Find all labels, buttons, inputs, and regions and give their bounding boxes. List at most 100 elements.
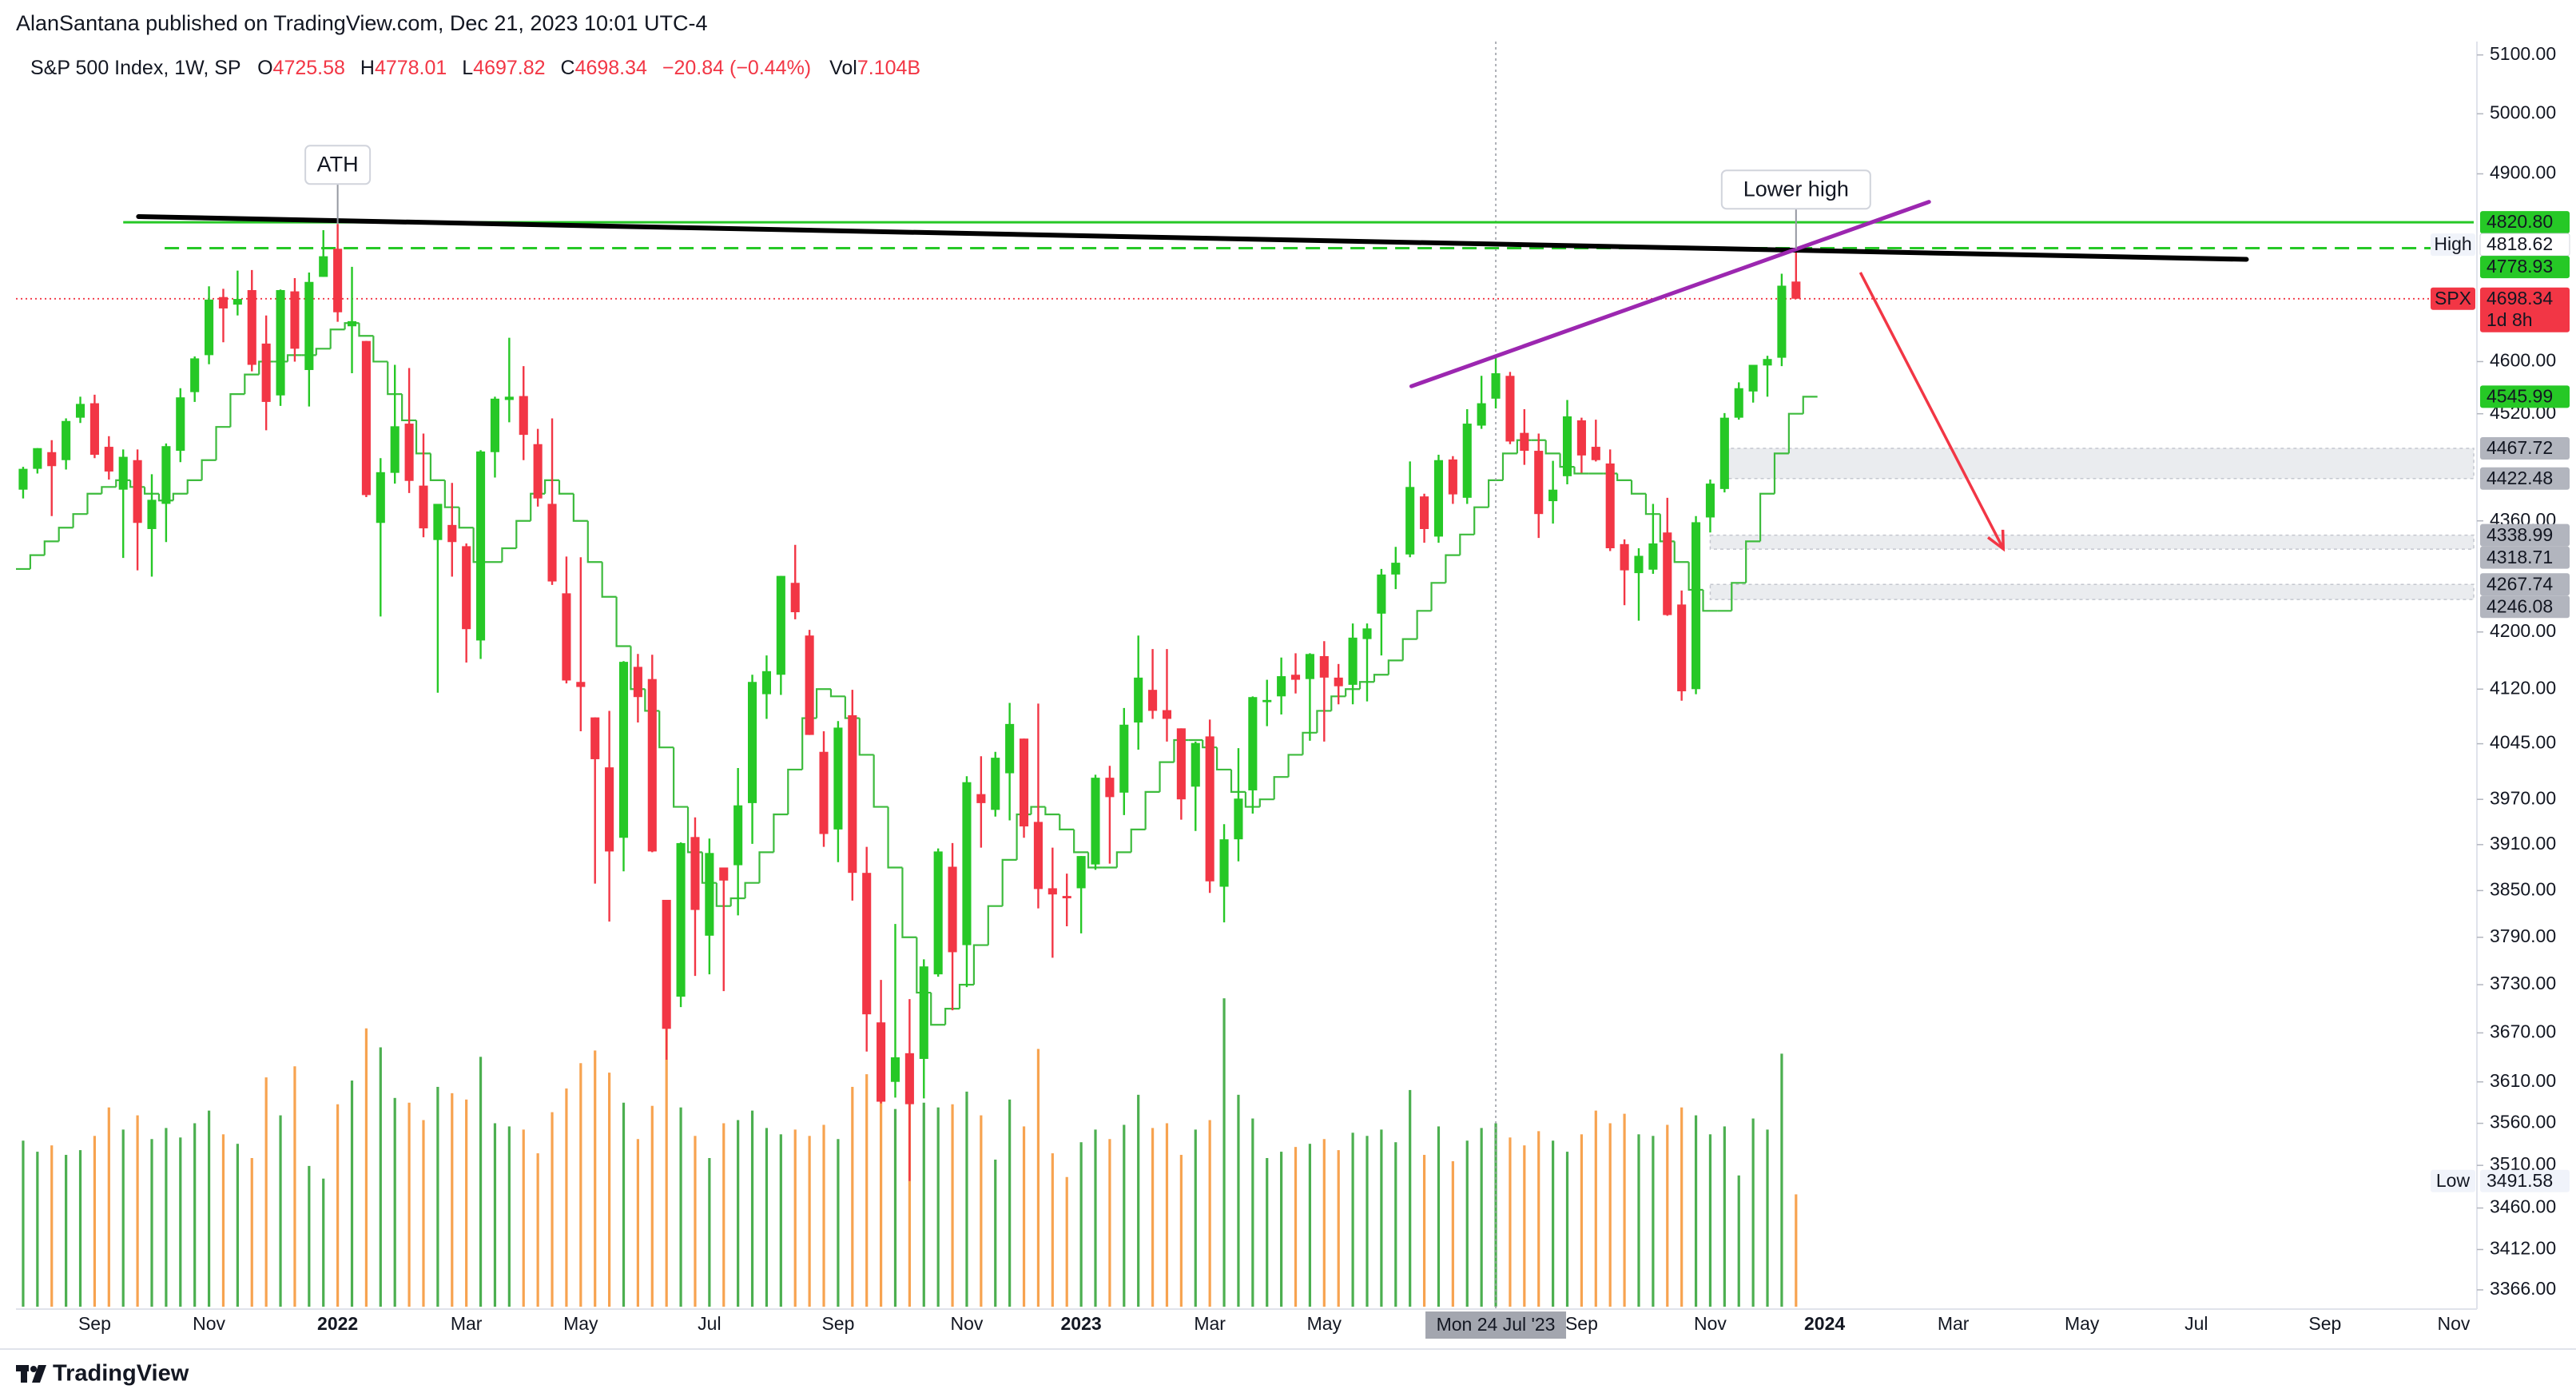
candle-body (1205, 736, 1214, 882)
volume-bar (1036, 1049, 1040, 1307)
indicator-step (1115, 851, 1131, 868)
zone (1709, 534, 2475, 550)
price-tag-note-box (2431, 233, 2475, 257)
candle-body (1148, 690, 1158, 711)
volume-bar (1322, 1139, 1326, 1307)
volume-bar (451, 1093, 454, 1307)
volume-bar (93, 1136, 97, 1307)
candle-body (62, 420, 71, 460)
price-tag (2480, 436, 2570, 460)
volume-bar (1222, 998, 1226, 1307)
price-tag-label: 4820.80 (2487, 211, 2553, 232)
volume-bar (551, 1112, 554, 1307)
y-tick-label: 3460.00 (2490, 1196, 2556, 1217)
indicator-step (1030, 806, 1046, 814)
price-tag (2480, 385, 2570, 408)
indicator-step (1001, 858, 1017, 906)
price-tag-note-box (2431, 287, 2475, 310)
volume-bar (1337, 1150, 1340, 1307)
volume-bar (1022, 1126, 1026, 1307)
indicator-step (443, 480, 459, 508)
indicator-step (515, 519, 531, 548)
volume-bar (1094, 1129, 1097, 1307)
price-tag-label: 4698.34 (2487, 288, 2553, 308)
x-tick-label: Nov (951, 1313, 984, 1334)
volume-bar (308, 1165, 311, 1307)
volume-bar (622, 1102, 626, 1307)
candle-body (848, 714, 857, 874)
candle-body (1047, 888, 1057, 895)
y-tick-label: 4045.00 (2490, 732, 2556, 753)
indicator-step (1473, 506, 1489, 535)
y-tick-label: 3670.00 (2490, 1021, 2556, 1041)
candle-body (447, 524, 457, 543)
indicator-step (429, 453, 445, 481)
price-tag-label: 4778.93 (2487, 256, 2553, 277)
candle-body (75, 404, 85, 418)
candle-body (948, 866, 957, 953)
volume-bar (1708, 1134, 1712, 1307)
x-tick-label: Nov (2437, 1313, 2470, 1334)
indicator-step (658, 710, 674, 749)
candle-body (18, 468, 28, 490)
candle-body (662, 899, 671, 1029)
volume-bar (694, 1136, 697, 1307)
candle-body (1520, 432, 1529, 452)
volume-bar (1565, 1152, 1569, 1307)
candle-body (1663, 532, 1672, 615)
candle-body (1534, 451, 1544, 515)
volume-bar (722, 1123, 725, 1307)
volume-bar (1308, 1144, 1312, 1307)
volume-bar (1051, 1153, 1054, 1307)
price-tag-note: High (2434, 233, 2471, 254)
indicator-step (1573, 467, 1589, 475)
volume-bar (793, 1129, 797, 1307)
volume-bar (1766, 1129, 1769, 1307)
indicator-step (744, 882, 760, 899)
candle-body (890, 1057, 900, 1082)
x-tick-label: Mar (1938, 1313, 1970, 1334)
candle-body (419, 485, 428, 529)
candle-body (104, 447, 113, 472)
candle-body (618, 662, 629, 838)
candle-body (1348, 637, 1358, 685)
volume-bar (565, 1088, 568, 1307)
candle-body (1791, 281, 1801, 299)
volume-bar (479, 1057, 483, 1307)
zone (1709, 583, 2475, 600)
indicator-step (244, 373, 260, 395)
volume-bar (264, 1077, 268, 1307)
candle-body (1134, 677, 1143, 723)
volume-bar (1165, 1123, 1169, 1307)
volume-bar (1795, 1194, 1798, 1307)
indicator-step (1644, 493, 1660, 515)
indicator-step (372, 336, 388, 363)
candle-body (1562, 416, 1572, 476)
candle-body (161, 446, 171, 504)
price-tag-label: 4338.99 (2487, 524, 2553, 545)
price-tag-label: 4467.72 (2487, 437, 2553, 458)
candle-body (1277, 676, 1286, 697)
y-tick-label: 3412.00 (2490, 1238, 2556, 1259)
candle-body (1719, 417, 1729, 489)
indicator-step (858, 718, 874, 756)
indicator-step (86, 492, 102, 515)
indicator-step (401, 394, 417, 422)
indicator-step (215, 426, 231, 460)
candle-body (519, 396, 528, 436)
candle-body (33, 448, 42, 469)
indicator-step (387, 361, 403, 396)
x-tick-label: Sep (821, 1313, 854, 1334)
price-tag (2480, 211, 2570, 234)
price-tag-label: 4267.74 (2487, 573, 2553, 594)
indicator-step (143, 487, 159, 495)
candle-body (133, 460, 142, 523)
candle-body (218, 297, 229, 308)
y-tick-label: 4120.00 (2490, 677, 2556, 698)
indicator-step (1073, 829, 1089, 854)
candle-body (1076, 856, 1086, 889)
price-tag (2480, 573, 2570, 596)
indicator-step (1445, 554, 1461, 583)
indicator-step (1544, 440, 1560, 455)
